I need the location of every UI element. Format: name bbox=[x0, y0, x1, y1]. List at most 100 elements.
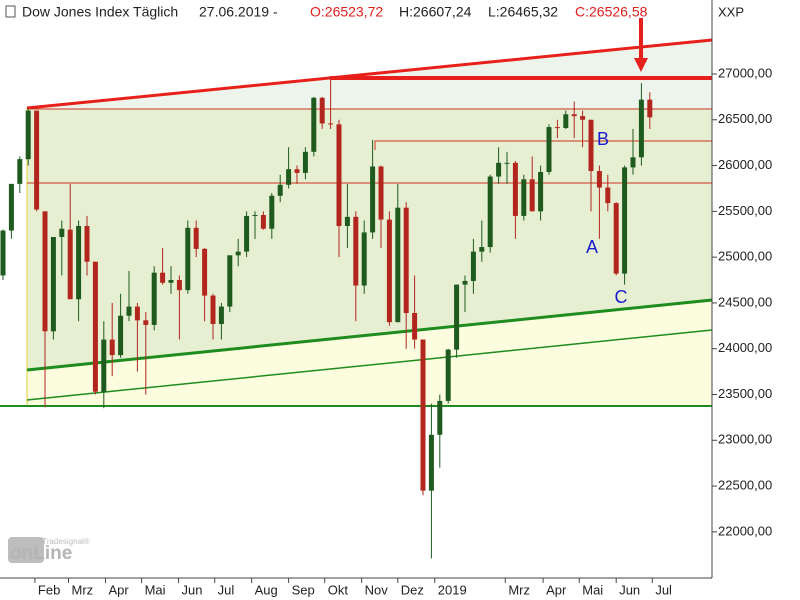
candle-body bbox=[361, 232, 367, 286]
wave-label: B bbox=[597, 129, 609, 149]
candle-body bbox=[336, 124, 342, 226]
watermark: Tradesignal® onLine bbox=[8, 537, 90, 564]
candle-body bbox=[647, 99, 653, 118]
candle-body bbox=[479, 247, 485, 252]
candle-body bbox=[302, 151, 308, 173]
candle-body bbox=[0, 230, 6, 276]
candle-body bbox=[176, 280, 182, 291]
candle-body bbox=[588, 119, 594, 172]
candle-body bbox=[76, 225, 82, 300]
candle-body bbox=[185, 227, 191, 291]
open-label: O:26523,72 bbox=[310, 4, 383, 20]
candle-body bbox=[50, 236, 56, 332]
x-tick-label: Mrz bbox=[72, 582, 94, 597]
low-label: L:26465,32 bbox=[488, 4, 558, 20]
zones bbox=[26, 40, 712, 406]
candle-body bbox=[218, 306, 224, 324]
y-tick-label: 24500,00 bbox=[718, 294, 772, 309]
y-tick-label: 22500,00 bbox=[718, 477, 772, 492]
candle-body bbox=[25, 110, 31, 160]
arrow-head bbox=[634, 58, 648, 72]
y-tick-label: 25500,00 bbox=[718, 203, 772, 218]
logo-box bbox=[8, 537, 44, 563]
candle-body bbox=[286, 169, 292, 185]
candle-body bbox=[92, 261, 98, 392]
candle-body bbox=[143, 320, 149, 325]
candle-body bbox=[67, 229, 73, 300]
close-label: C:26526,58 bbox=[575, 4, 648, 20]
header-icon bbox=[5, 5, 16, 18]
candle-body bbox=[496, 162, 502, 177]
candle-body bbox=[571, 114, 577, 117]
candle-body bbox=[34, 110, 40, 210]
x-tick-label: Sep bbox=[292, 582, 315, 597]
candle-body bbox=[437, 400, 443, 435]
symbol: XXP bbox=[718, 4, 744, 19]
candle-body bbox=[504, 162, 510, 164]
y-tick-label: 23500,00 bbox=[718, 386, 772, 401]
header: Dow Jones Index Täglich 27.06.2019 - O:2… bbox=[5, 4, 744, 20]
x-tick-label: Mai bbox=[145, 582, 166, 597]
candle-body bbox=[622, 167, 628, 274]
candle-body bbox=[294, 169, 300, 173]
candle-body bbox=[260, 215, 266, 229]
level-line bbox=[374, 140, 712, 150]
candle-body bbox=[311, 97, 317, 152]
candle-body bbox=[546, 127, 552, 172]
candle-body bbox=[370, 166, 376, 233]
x-tick-label: Mai bbox=[582, 582, 603, 597]
candle-body bbox=[8, 183, 14, 231]
candle-body bbox=[210, 295, 216, 324]
candle-body bbox=[126, 306, 132, 316]
candle-body bbox=[470, 251, 476, 281]
candle-body bbox=[344, 216, 350, 226]
candle-body bbox=[134, 306, 140, 321]
date: 27.06.2019 - bbox=[199, 4, 278, 20]
y-tick-label: 23000,00 bbox=[718, 432, 772, 447]
candle-body bbox=[487, 176, 493, 248]
candle-body bbox=[252, 215, 258, 217]
candle-body bbox=[613, 203, 619, 274]
upper-trend-line bbox=[26, 38, 713, 110]
candle-body bbox=[17, 159, 23, 184]
candle-body bbox=[529, 179, 535, 212]
lower-trend-line bbox=[26, 298, 713, 372]
candle-body bbox=[454, 284, 460, 350]
candle-body bbox=[328, 123, 334, 125]
x-tick-label: Jul bbox=[655, 582, 672, 597]
candle-body bbox=[277, 184, 283, 196]
candle-body bbox=[596, 171, 602, 188]
candle-body bbox=[202, 248, 208, 296]
candle-body bbox=[412, 312, 418, 340]
lower-trend-line bbox=[26, 329, 713, 401]
candle-body bbox=[378, 166, 384, 220]
candles bbox=[0, 78, 653, 559]
candle-body bbox=[319, 97, 325, 124]
candle-body bbox=[151, 272, 157, 325]
candle-body bbox=[168, 280, 174, 283]
title: Dow Jones Index Täglich bbox=[22, 4, 178, 20]
candle-body bbox=[395, 207, 401, 323]
candle-body bbox=[244, 215, 250, 252]
candle-body bbox=[42, 211, 48, 332]
candle-body bbox=[193, 227, 199, 249]
candle-body bbox=[109, 339, 115, 356]
candle-body bbox=[235, 251, 241, 256]
candle-body bbox=[118, 315, 124, 356]
y-tick-label: 26500,00 bbox=[718, 111, 772, 126]
candle-body bbox=[386, 219, 392, 323]
candle-body bbox=[269, 195, 275, 229]
candle-body bbox=[563, 114, 569, 129]
y-tick-label: 25000,00 bbox=[718, 249, 772, 264]
zone-green bbox=[27, 40, 712, 370]
candle-body bbox=[227, 255, 233, 307]
high-label: H:26607,24 bbox=[399, 4, 472, 20]
candle-body bbox=[630, 157, 636, 168]
y-tick-label: 24000,00 bbox=[718, 340, 772, 355]
candle-body bbox=[160, 272, 166, 283]
candle-body bbox=[580, 116, 586, 120]
candle-body bbox=[101, 339, 107, 392]
candle-body bbox=[353, 216, 359, 286]
candle-body bbox=[638, 99, 644, 158]
